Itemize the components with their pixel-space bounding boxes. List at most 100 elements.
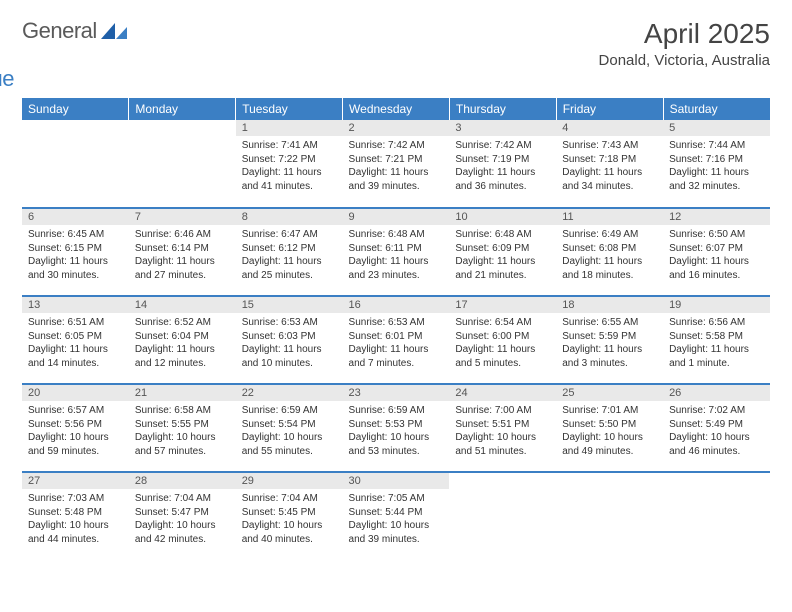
day-details: Sunrise: 6:53 AMSunset: 6:03 PMDaylight:… (236, 313, 343, 374)
day-cell: 26Sunrise: 7:02 AMSunset: 5:49 PMDayligh… (663, 384, 770, 472)
day-header: Sunday (22, 98, 129, 120)
sunrise-text: Sunrise: 7:04 AM (135, 492, 230, 506)
daylight-text: Daylight: 11 hours and 39 minutes. (349, 166, 444, 193)
logo-text-blue: Blue (0, 66, 14, 92)
day-cell: 2Sunrise: 7:42 AMSunset: 7:21 PMDaylight… (343, 120, 450, 208)
sunset-text: Sunset: 5:53 PM (349, 418, 444, 432)
location-label: Donald, Victoria, Australia (599, 52, 770, 69)
day-number: 30 (343, 473, 450, 489)
sunset-text: Sunset: 7:16 PM (669, 153, 764, 167)
day-number: 20 (22, 385, 129, 401)
sunset-text: Sunset: 5:59 PM (562, 330, 657, 344)
sunset-text: Sunset: 5:47 PM (135, 506, 230, 520)
sunrise-text: Sunrise: 7:44 AM (669, 139, 764, 153)
day-details: Sunrise: 7:04 AMSunset: 5:47 PMDaylight:… (129, 489, 236, 550)
day-number: 18 (556, 297, 663, 313)
sunset-text: Sunset: 7:18 PM (562, 153, 657, 167)
sunset-text: Sunset: 5:44 PM (349, 506, 444, 520)
sunrise-text: Sunrise: 6:57 AM (28, 404, 123, 418)
day-details: Sunrise: 6:46 AMSunset: 6:14 PMDaylight:… (129, 225, 236, 286)
day-number: 8 (236, 209, 343, 225)
daylight-text: Daylight: 11 hours and 41 minutes. (242, 166, 337, 193)
daylight-text: Daylight: 11 hours and 34 minutes. (562, 166, 657, 193)
day-cell: 13Sunrise: 6:51 AMSunset: 6:05 PMDayligh… (22, 296, 129, 384)
sunset-text: Sunset: 5:55 PM (135, 418, 230, 432)
day-number: 3 (449, 120, 556, 136)
day-number: 21 (129, 385, 236, 401)
day-number: 5 (663, 120, 770, 136)
daylight-text: Daylight: 10 hours and 42 minutes. (135, 519, 230, 546)
day-cell: 8Sunrise: 6:47 AMSunset: 6:12 PMDaylight… (236, 208, 343, 296)
day-cell: 22Sunrise: 6:59 AMSunset: 5:54 PMDayligh… (236, 384, 343, 472)
day-details: Sunrise: 6:59 AMSunset: 5:54 PMDaylight:… (236, 401, 343, 462)
sunset-text: Sunset: 6:04 PM (135, 330, 230, 344)
daylight-text: Daylight: 11 hours and 16 minutes. (669, 255, 764, 282)
day-details: Sunrise: 6:54 AMSunset: 6:00 PMDaylight:… (449, 313, 556, 374)
sunrise-text: Sunrise: 6:59 AM (349, 404, 444, 418)
day-number: 23 (343, 385, 450, 401)
day-cell: 6Sunrise: 6:45 AMSunset: 6:15 PMDaylight… (22, 208, 129, 296)
day-details: Sunrise: 6:59 AMSunset: 5:53 PMDaylight:… (343, 401, 450, 462)
day-number: 26 (663, 385, 770, 401)
day-cell: 11Sunrise: 6:49 AMSunset: 6:08 PMDayligh… (556, 208, 663, 296)
day-number: 10 (449, 209, 556, 225)
day-details: Sunrise: 7:44 AMSunset: 7:16 PMDaylight:… (663, 136, 770, 197)
day-header: Monday (129, 98, 236, 120)
day-header: Friday (556, 98, 663, 120)
day-cell: 4Sunrise: 7:43 AMSunset: 7:18 PMDaylight… (556, 120, 663, 208)
day-cell: 7Sunrise: 6:46 AMSunset: 6:14 PMDaylight… (129, 208, 236, 296)
day-details: Sunrise: 6:47 AMSunset: 6:12 PMDaylight:… (236, 225, 343, 286)
sunrise-text: Sunrise: 7:42 AM (455, 139, 550, 153)
sunset-text: Sunset: 6:07 PM (669, 242, 764, 256)
day-number: 13 (22, 297, 129, 313)
page-title: April 2025 (599, 18, 770, 50)
day-details: Sunrise: 6:45 AMSunset: 6:15 PMDaylight:… (22, 225, 129, 286)
day-details: Sunrise: 7:00 AMSunset: 5:51 PMDaylight:… (449, 401, 556, 462)
day-cell: 5Sunrise: 7:44 AMSunset: 7:16 PMDaylight… (663, 120, 770, 208)
day-details: Sunrise: 7:05 AMSunset: 5:44 PMDaylight:… (343, 489, 450, 550)
day-details: Sunrise: 7:02 AMSunset: 5:49 PMDaylight:… (663, 401, 770, 462)
daylight-text: Daylight: 10 hours and 59 minutes. (28, 431, 123, 458)
day-details: Sunrise: 6:48 AMSunset: 6:11 PMDaylight:… (343, 225, 450, 286)
logo: General Blue (22, 18, 129, 92)
day-cell: 24Sunrise: 7:00 AMSunset: 5:51 PMDayligh… (449, 384, 556, 472)
day-cell: 9Sunrise: 6:48 AMSunset: 6:11 PMDaylight… (343, 208, 450, 296)
sunset-text: Sunset: 6:01 PM (349, 330, 444, 344)
daylight-text: Daylight: 11 hours and 10 minutes. (242, 343, 337, 370)
sunset-text: Sunset: 6:05 PM (28, 330, 123, 344)
day-header: Saturday (663, 98, 770, 120)
day-cell: 15Sunrise: 6:53 AMSunset: 6:03 PMDayligh… (236, 296, 343, 384)
day-cell (22, 120, 129, 208)
daylight-text: Daylight: 10 hours and 55 minutes. (242, 431, 337, 458)
sunset-text: Sunset: 5:54 PM (242, 418, 337, 432)
sunrise-text: Sunrise: 6:56 AM (669, 316, 764, 330)
day-cell: 3Sunrise: 7:42 AMSunset: 7:19 PMDaylight… (449, 120, 556, 208)
day-number: 6 (22, 209, 129, 225)
day-cell: 23Sunrise: 6:59 AMSunset: 5:53 PMDayligh… (343, 384, 450, 472)
day-number: 17 (449, 297, 556, 313)
day-cell (129, 120, 236, 208)
day-number: 27 (22, 473, 129, 489)
day-cell: 12Sunrise: 6:50 AMSunset: 6:07 PMDayligh… (663, 208, 770, 296)
day-header: Thursday (449, 98, 556, 120)
week-row: 20Sunrise: 6:57 AMSunset: 5:56 PMDayligh… (22, 384, 770, 472)
sunrise-text: Sunrise: 6:48 AM (455, 228, 550, 242)
day-cell: 25Sunrise: 7:01 AMSunset: 5:50 PMDayligh… (556, 384, 663, 472)
sunset-text: Sunset: 7:22 PM (242, 153, 337, 167)
sunrise-text: Sunrise: 6:47 AM (242, 228, 337, 242)
sunset-text: Sunset: 6:15 PM (28, 242, 123, 256)
day-details: Sunrise: 7:03 AMSunset: 5:48 PMDaylight:… (22, 489, 129, 550)
calendar-grid: Sunday Monday Tuesday Wednesday Thursday… (22, 98, 770, 560)
sunset-text: Sunset: 5:49 PM (669, 418, 764, 432)
sunrise-text: Sunrise: 6:51 AM (28, 316, 123, 330)
sunrise-text: Sunrise: 6:45 AM (28, 228, 123, 242)
day-cell: 10Sunrise: 6:48 AMSunset: 6:09 PMDayligh… (449, 208, 556, 296)
daylight-text: Daylight: 10 hours and 46 minutes. (669, 431, 764, 458)
day-details: Sunrise: 6:51 AMSunset: 6:05 PMDaylight:… (22, 313, 129, 374)
day-cell: 27Sunrise: 7:03 AMSunset: 5:48 PMDayligh… (22, 472, 129, 560)
sunrise-text: Sunrise: 7:03 AM (28, 492, 123, 506)
daylight-text: Daylight: 10 hours and 39 minutes. (349, 519, 444, 546)
day-cell (449, 472, 556, 560)
daylight-text: Daylight: 11 hours and 21 minutes. (455, 255, 550, 282)
day-details: Sunrise: 6:48 AMSunset: 6:09 PMDaylight:… (449, 225, 556, 286)
